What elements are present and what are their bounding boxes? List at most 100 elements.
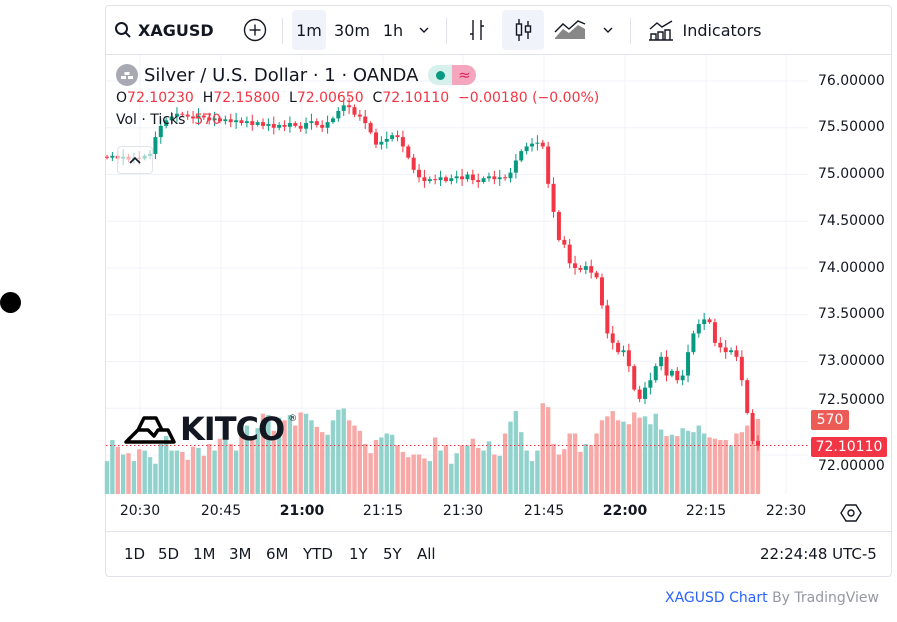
volume-bar bbox=[465, 445, 470, 494]
candle-body bbox=[578, 268, 583, 270]
search-icon bbox=[115, 22, 131, 38]
area-chart-icon bbox=[554, 20, 586, 39]
volume-bar bbox=[287, 415, 293, 494]
candle-body bbox=[347, 105, 352, 108]
candle-body bbox=[729, 350, 734, 353]
volume-bar bbox=[427, 461, 432, 494]
range-button-5d[interactable]: 5D bbox=[158, 545, 180, 563]
volume-bar bbox=[664, 436, 669, 494]
area-chart-type-button[interactable] bbox=[550, 10, 590, 50]
volume-bar bbox=[583, 443, 589, 494]
volume-bar bbox=[190, 446, 196, 494]
candle-body bbox=[492, 176, 497, 180]
chart-type-dropdown-button[interactable] bbox=[596, 10, 620, 50]
volume-bar bbox=[228, 443, 233, 494]
candle-body bbox=[632, 366, 637, 390]
volume-bar bbox=[320, 432, 325, 494]
candle-body bbox=[330, 118, 335, 123]
volume-bar bbox=[675, 436, 680, 494]
volume-bar bbox=[626, 424, 632, 494]
clock-timezone[interactable]: 22:24:48 UTC-5 bbox=[760, 545, 877, 563]
volume-bar bbox=[384, 433, 389, 494]
volume-bar bbox=[260, 413, 266, 494]
volume-bar bbox=[131, 461, 137, 494]
candle-body bbox=[460, 176, 465, 180]
volume-bar bbox=[282, 420, 287, 494]
bar-chart-type-button[interactable] bbox=[458, 10, 496, 50]
candle-body bbox=[454, 176, 459, 179]
candle-body bbox=[320, 124, 325, 128]
candle-body bbox=[481, 178, 486, 182]
volume-bar bbox=[395, 445, 400, 494]
volume-bar bbox=[244, 425, 250, 494]
symbol-title[interactable]: Silver / U.S. Dollar · 1 · OANDA bbox=[144, 64, 419, 86]
volume-bar bbox=[266, 415, 271, 494]
indicators-button[interactable]: Indicators bbox=[642, 10, 768, 50]
range-button-all[interactable]: All bbox=[417, 545, 436, 563]
candle-body bbox=[723, 347, 728, 353]
collapse-legend-button[interactable] bbox=[117, 146, 153, 174]
chart-legend: Silver / U.S. Dollar · 1 · OANDA ≈ O72.1… bbox=[116, 64, 599, 128]
attribution-link[interactable]: XAGUSD Chart bbox=[665, 590, 768, 606]
candle-body bbox=[384, 138, 389, 142]
range-button-1m[interactable]: 1M bbox=[193, 545, 216, 563]
volume-bar bbox=[400, 451, 406, 494]
range-button-3m[interactable]: 3M bbox=[229, 545, 252, 563]
open-value: 72.10230 bbox=[127, 90, 194, 106]
volume-bar bbox=[309, 420, 314, 494]
high-label: H bbox=[202, 90, 214, 106]
volume-bar bbox=[615, 420, 621, 494]
market-status-badge[interactable]: ≈ bbox=[428, 65, 477, 85]
volume-bar bbox=[293, 425, 298, 494]
candle-body bbox=[169, 116, 174, 121]
black-dot-marker bbox=[0, 292, 21, 313]
last-volume-tag: 570 bbox=[811, 410, 849, 430]
chevron-down-icon bbox=[419, 27, 429, 33]
volume-bar bbox=[120, 454, 126, 494]
delayed-data-icon: ≈ bbox=[452, 65, 477, 85]
range-button-5y[interactable]: 5Y bbox=[383, 545, 402, 563]
volume-bar bbox=[422, 458, 427, 494]
symbol-search-button[interactable]: XAGUSD bbox=[114, 10, 224, 50]
attribution-by: By TradingView bbox=[772, 590, 879, 606]
volume-bar bbox=[432, 437, 438, 494]
candles-chart-type-button[interactable] bbox=[502, 10, 544, 50]
price-axis-label: 75.00000 bbox=[818, 166, 885, 182]
candle-body bbox=[191, 116, 196, 119]
range-button-ytd[interactable]: YTD bbox=[303, 545, 333, 563]
volume-bar bbox=[653, 413, 658, 494]
toolbar-divider bbox=[630, 18, 631, 44]
candle-body bbox=[691, 333, 696, 353]
candlestick-icon bbox=[515, 19, 532, 41]
candle-body bbox=[223, 119, 228, 122]
volume-bar bbox=[599, 420, 605, 494]
compare-symbol-button[interactable] bbox=[238, 10, 272, 50]
chevron-down-icon bbox=[603, 27, 613, 33]
candle-body bbox=[255, 122, 260, 125]
volume-bar bbox=[459, 445, 465, 494]
range-button-1y[interactable]: 1Y bbox=[349, 545, 368, 563]
volume-bar bbox=[169, 450, 174, 494]
candle-body bbox=[610, 333, 615, 343]
candle-body bbox=[734, 350, 739, 357]
interval-30m-button[interactable]: 30m bbox=[334, 20, 370, 40]
range-button-6m[interactable]: 6M bbox=[266, 545, 289, 563]
candle-body bbox=[368, 123, 373, 133]
volume-bar bbox=[411, 454, 416, 494]
volume-bar bbox=[379, 437, 384, 494]
candle-body bbox=[546, 146, 551, 184]
candle-body bbox=[298, 125, 303, 129]
chart-settings-button[interactable] bbox=[840, 502, 862, 528]
volume-bar bbox=[271, 430, 276, 494]
volume-bar bbox=[519, 432, 524, 494]
volume-bar bbox=[303, 413, 309, 494]
volume-bar bbox=[745, 425, 750, 494]
volume-bar bbox=[233, 450, 239, 494]
price-axis-label: 72.00000 bbox=[818, 458, 885, 474]
interval-dropdown-button[interactable] bbox=[412, 10, 436, 50]
range-button-1d[interactable]: 1D bbox=[124, 545, 146, 563]
volume-bar bbox=[556, 454, 562, 494]
interval-1m-button[interactable]: 1m bbox=[292, 10, 326, 50]
interval-1h-button[interactable]: 1h bbox=[382, 20, 404, 40]
